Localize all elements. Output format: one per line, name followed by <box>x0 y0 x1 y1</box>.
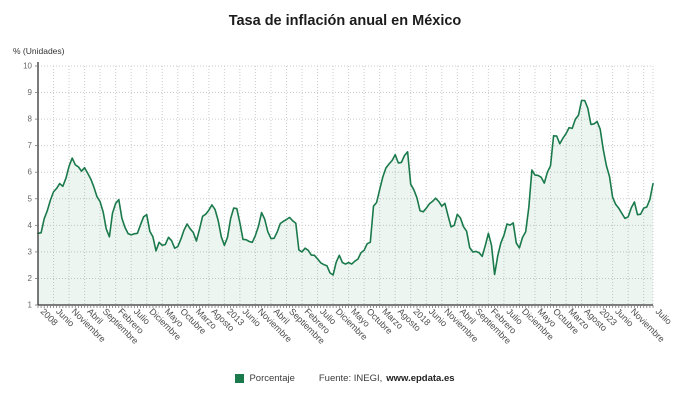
inflation-area <box>38 100 653 305</box>
y-axis-tick-label: 3 <box>28 247 33 256</box>
y-axis-tick-label: 5 <box>28 194 33 203</box>
y-axis-tick-label: 8 <box>28 115 33 124</box>
chart-footer: Porcentaje Fuente: INEGI, www.epdata.es <box>0 373 690 384</box>
chart-title: Tasa de inflación anual en México <box>228 13 462 29</box>
source-text: Fuente: INEGI, www.epdata.es <box>319 373 455 384</box>
x-axis-tick-label: Julio <box>654 306 674 326</box>
y-axis-tick-label: 9 <box>28 88 33 97</box>
source-site: www.epdata.es <box>386 373 455 384</box>
y-axis-tick-label: 6 <box>28 168 33 177</box>
y-axis-tick-label: 2 <box>28 274 33 283</box>
inflation-line <box>37 99 654 276</box>
y-axis-unit-label: % (Unidades) <box>13 46 65 56</box>
y-axis-tick-label: 10 <box>23 62 32 71</box>
y-axis-tick-label: 1 <box>28 301 33 310</box>
source-prefix: Fuente: INEGI, <box>318 373 383 384</box>
legend-swatch-icon <box>235 374 245 383</box>
y-axis-tick-label: 7 <box>28 141 33 150</box>
legend-label: Porcentaje <box>249 373 295 384</box>
chart-canvas: 123456789102008JunioNoviembreAbrilSeptie… <box>23 62 674 346</box>
chart-area: 1 2 3 4 5 6 7 8 9 10 2008 Junio Noviembre Abril Septie… <box>0 40 690 375</box>
legend-item-porcentaje: Porcentaje <box>235 373 295 384</box>
y-axis-tick-label: 4 <box>28 221 33 230</box>
